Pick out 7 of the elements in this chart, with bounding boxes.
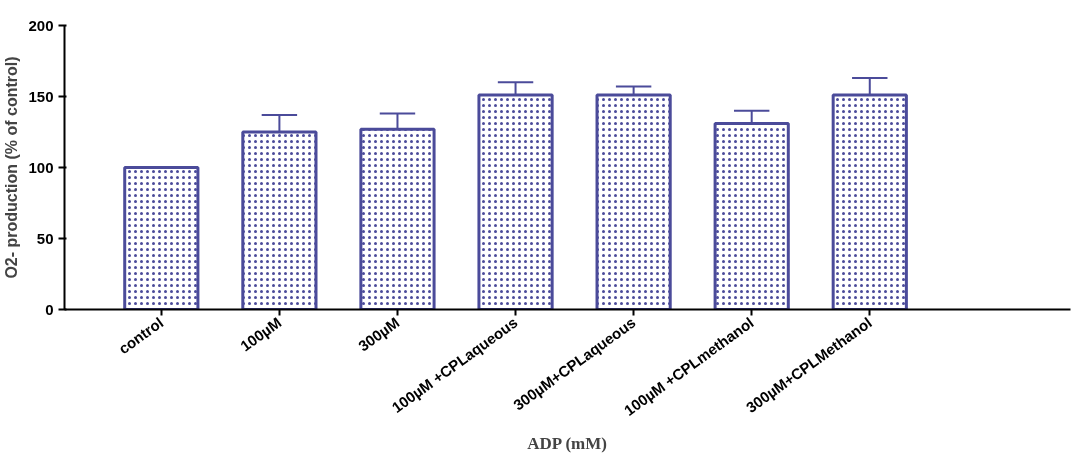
y-tick-label: 50 xyxy=(36,229,54,247)
y-tick-label: 200 xyxy=(28,16,54,34)
y-axis-title: O2- production (% of control) xyxy=(3,56,21,279)
y-tick-label: 0 xyxy=(45,300,54,318)
y-tick-label: 100 xyxy=(28,158,54,176)
x-axis-title: ADP (mM) xyxy=(527,433,607,453)
y-tick-label: 150 xyxy=(28,87,54,105)
